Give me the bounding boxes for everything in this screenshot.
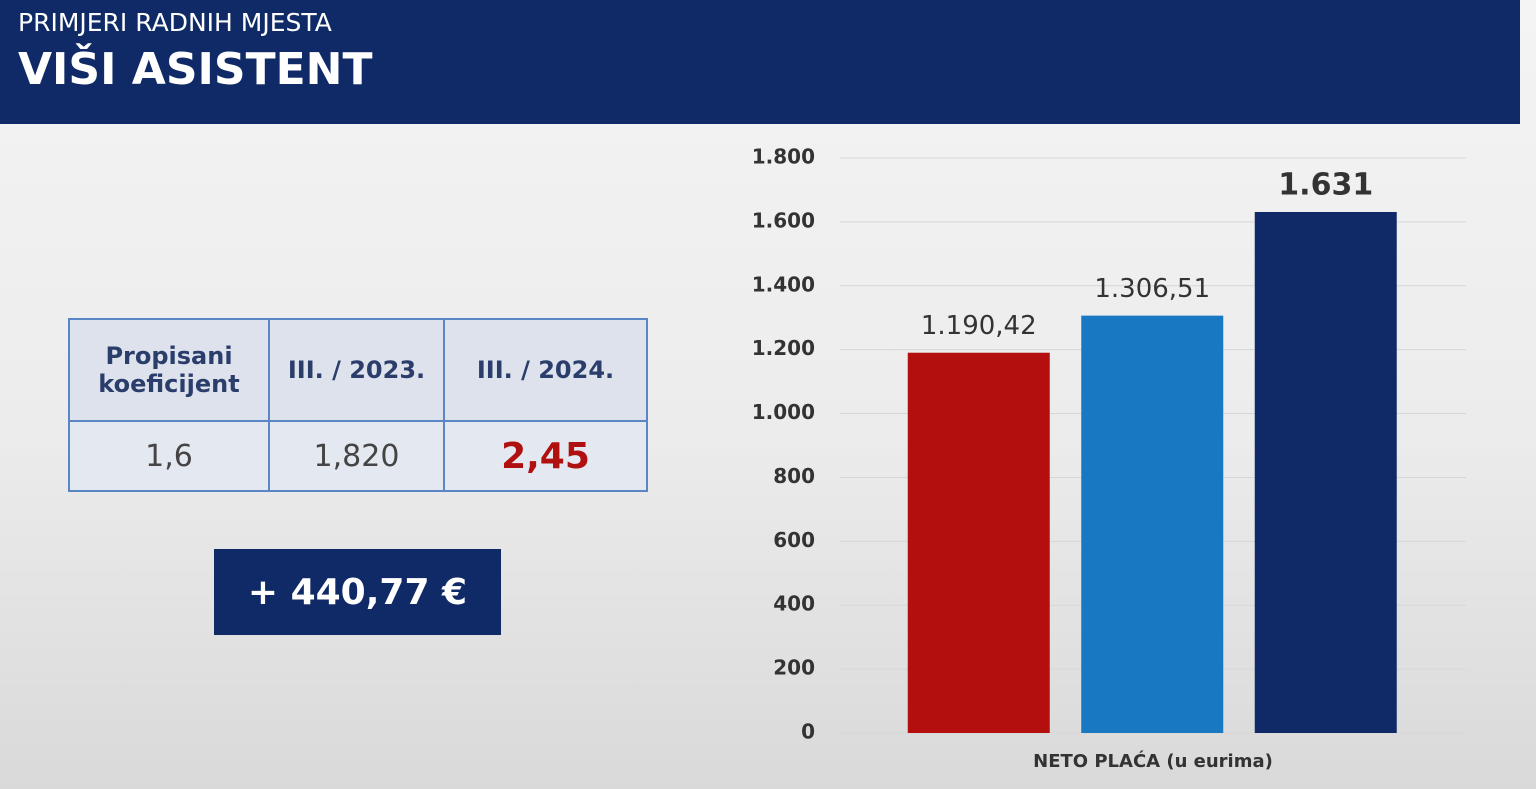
table-cell: 1,820 — [268, 420, 445, 492]
header-kicker: PRIMJERI RADNIH MJESTA — [18, 8, 332, 37]
coefficient-table: Propisani koeficijent III. / 2023. III. … — [68, 318, 648, 492]
y-tick-label: 200 — [773, 656, 815, 680]
table-header-cell: III. / 2023. — [268, 318, 445, 422]
value-label: 1.631 — [1278, 167, 1373, 202]
bar — [1081, 315, 1224, 733]
table-cell: 2,45 — [443, 420, 648, 492]
y-tick-label: 1.200 — [752, 336, 815, 360]
x-axis-label: NETO PLAĆA (u eurima) — [1033, 750, 1273, 772]
table-cell: 1,6 — [68, 420, 270, 492]
y-tick-label: 0 — [801, 720, 815, 744]
difference-box: + 440,77 € — [214, 549, 501, 635]
bar — [1254, 211, 1397, 734]
y-tick-label: 1.000 — [752, 400, 815, 424]
header-title: VIŠI ASISTENT — [18, 44, 373, 95]
value-label: 1.306,51 — [1094, 274, 1210, 304]
y-tick-label: 1.600 — [752, 208, 815, 232]
y-tick-label: 600 — [773, 528, 815, 552]
y-tick-label: 400 — [773, 592, 815, 616]
y-tick-label: 800 — [773, 464, 815, 488]
y-tick-label: 1.800 — [752, 145, 815, 169]
header: PRIMJERI RADNIH MJESTA VIŠI ASISTENT — [0, 0, 1520, 124]
table-header-cell: Propisani koeficijent — [68, 318, 270, 422]
bar — [907, 352, 1050, 733]
y-tick-label: 1.400 — [752, 272, 815, 296]
table-header-cell: III. / 2024. — [443, 318, 648, 422]
value-label: 1.190,42 — [921, 311, 1037, 341]
